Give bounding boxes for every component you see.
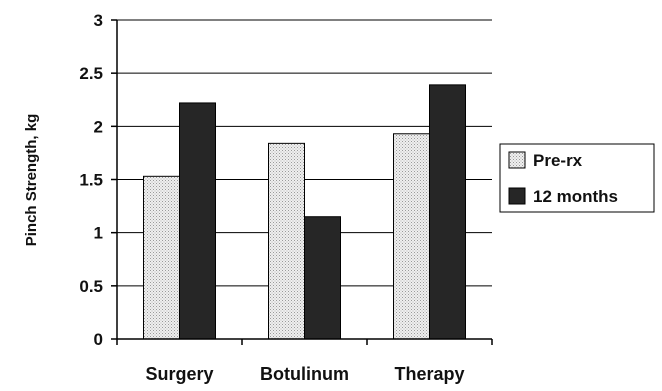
y-ticks: 0 0.5 1 1.5 2 2.5 3 bbox=[79, 11, 117, 349]
bar-pre-rx-therapy bbox=[393, 133, 430, 340]
plot-area: 0 0.5 1 1.5 2 2.5 3 Surgery Botulinum Therapy bbox=[79, 11, 493, 384]
y-tick-label: 2.5 bbox=[79, 64, 103, 83]
x-category-label: Botulinum bbox=[260, 364, 349, 384]
bar-12-months-botulinum bbox=[304, 216, 341, 340]
legend-box bbox=[499, 143, 655, 213]
y-tick-label: 2 bbox=[94, 117, 103, 136]
bar-pre-rx-botulinum bbox=[268, 142, 305, 340]
legend: Pre-rx 12 months bbox=[499, 143, 655, 213]
y-tick-label: 1 bbox=[94, 224, 103, 243]
x-ticks: Surgery Botulinum Therapy bbox=[116, 339, 493, 384]
legend-swatch-pre-rx bbox=[508, 151, 526, 169]
legend-swatch-12-months bbox=[508, 187, 526, 205]
legend-label-pre-rx: Pre-rx bbox=[533, 151, 583, 170]
x-category-label: Therapy bbox=[394, 364, 464, 384]
bars bbox=[143, 84, 466, 340]
y-tick-label: 0 bbox=[94, 330, 103, 349]
y-tick-label: 0.5 bbox=[79, 277, 103, 296]
x-category-label: Surgery bbox=[145, 364, 213, 384]
y-tick-label: 3 bbox=[94, 11, 103, 30]
bar-12-months-surgery bbox=[179, 102, 216, 340]
legend-label-12-months: 12 months bbox=[533, 187, 618, 206]
y-axis-title: Pinch Strength, kg bbox=[23, 114, 40, 247]
y-tick-label: 1.5 bbox=[79, 171, 103, 190]
bar-pre-rx-surgery bbox=[143, 175, 180, 340]
bar-12-months-therapy bbox=[429, 84, 466, 340]
